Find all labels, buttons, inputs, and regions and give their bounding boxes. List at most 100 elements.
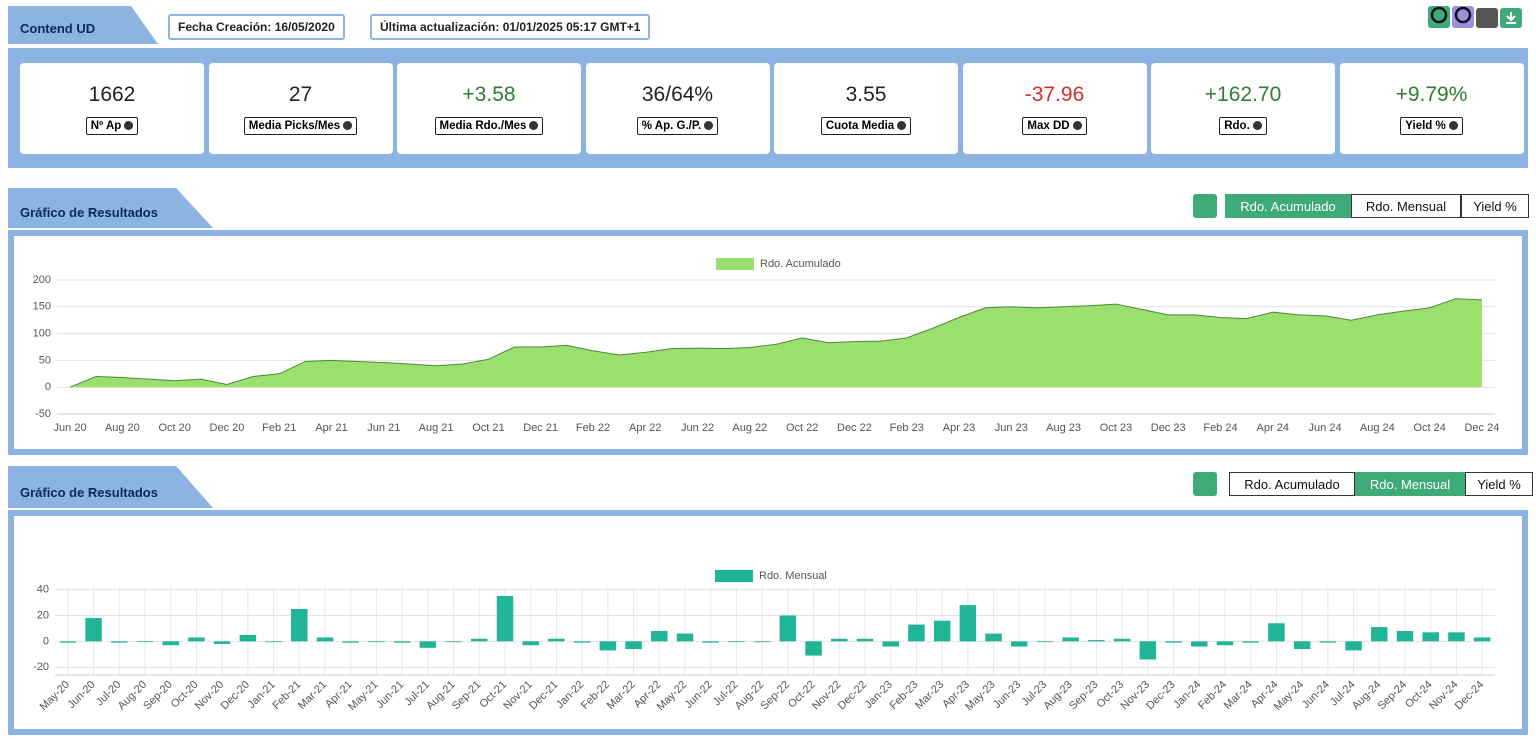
chart: -50 0 50 100 150 200 Jun 20 Aug 20 Oct 20 Dec 20 F… (33, 258, 1500, 434)
stat-label: Cuota Media (820, 117, 912, 135)
stat-label-wrap: Rdo. (1151, 107, 1335, 135)
info-icon[interactable] (1072, 121, 1082, 130)
y-tick-label: 20 (37, 609, 49, 621)
legend-label: Rdo. Acumulado (760, 258, 841, 270)
chart-toggle[interactable]: Rdo. Mensual (1351, 194, 1461, 218)
title-tab: Contend UD (8, 6, 158, 44)
bar (882, 641, 899, 647)
y-tick-label: 200 (33, 274, 51, 286)
bar (1036, 641, 1054, 643)
stat-label-wrap: Yield % (1340, 107, 1524, 135)
x-tick-label: Jun-20 (65, 679, 97, 711)
bar (805, 641, 822, 656)
stat-card: -37.96 Max DD (962, 63, 1147, 154)
bar (445, 641, 462, 643)
bar (548, 638, 565, 642)
x-tick-label: Aug 24 (1360, 422, 1395, 434)
y-tick-label: 0 (45, 381, 51, 393)
stat-card: +9.79% Yield % (1339, 63, 1524, 154)
bar (831, 638, 848, 642)
chart-toggle[interactable]: Rdo. Mensual (1355, 472, 1465, 496)
updated-date: Última actualización: 01/01/2025 05:17 G… (370, 14, 651, 40)
x-tick-label: Jun 22 (681, 422, 714, 434)
y-tick-label: -50 (35, 408, 51, 420)
y-tick-label: 40 (37, 583, 49, 595)
stat-label: Nº Ap (85, 117, 139, 135)
bar (1422, 632, 1439, 642)
icon[interactable] (1476, 8, 1498, 28)
info-icon[interactable] (897, 121, 907, 130)
info-icon[interactable] (1448, 121, 1458, 130)
area-line (69, 298, 1482, 388)
bar (959, 605, 977, 642)
x-tick-label: Feb 22 (576, 422, 610, 434)
x-tick-label: Sep-20 (141, 679, 175, 713)
info-icon[interactable] (1252, 121, 1262, 130)
bar (1448, 632, 1465, 642)
x-tick-label: Apr 23 (943, 422, 975, 434)
download-button[interactable] (1193, 194, 1217, 218)
info-icon[interactable] (704, 121, 714, 130)
x-tick-label: Sep-22 (758, 679, 792, 713)
bar (162, 641, 179, 646)
stat-label: Rdo. (1219, 117, 1267, 135)
info-icon[interactable] (343, 121, 353, 130)
info-icon[interactable] (124, 121, 134, 130)
icon-glyph (1454, 6, 1472, 24)
section-title: Gráfico de Resultados (20, 205, 158, 220)
x-tick-label: Aug 22 (732, 422, 767, 434)
bar (702, 641, 719, 643)
stat-card: 27 Media Picks/Mes (208, 63, 393, 154)
stat-value: -37.96 (1024, 83, 1085, 106)
bar (856, 638, 874, 642)
bar (1216, 641, 1234, 646)
stat-label-wrap: Max DD (963, 107, 1147, 135)
bar (753, 641, 771, 643)
stat-label: Media Picks/Mes (243, 117, 358, 135)
page-title: Contend UD (20, 21, 96, 36)
x-tick-label: Sep-23 (1067, 679, 1101, 713)
chart-toggle[interactable]: Yield % (1461, 194, 1529, 218)
bar (342, 641, 359, 643)
bar (1293, 641, 1311, 650)
download-button[interactable] (1193, 472, 1217, 496)
bar (1396, 631, 1414, 642)
stat-label: % Ap. G./P. (636, 117, 719, 135)
x-tick-label: Oct 20 (158, 422, 190, 434)
stat-card: +162.70 Rdo. (1151, 63, 1335, 154)
info-icon[interactable] (529, 121, 539, 130)
x-tick-label: Dec-22 (836, 679, 870, 713)
x-tick-label: Oct 23 (1100, 422, 1132, 434)
bar (985, 633, 1002, 642)
x-tick-label: Oct 21 (472, 422, 504, 434)
stat-label: Max DD (1022, 117, 1087, 135)
x-tick-label: Jun 24 (1309, 422, 1342, 434)
x-tick-label: Jun-22 (683, 679, 715, 711)
bar (85, 618, 102, 642)
chart-toggle[interactable]: Rdo. Acumulado (1229, 472, 1355, 496)
bar (188, 637, 205, 642)
x-tick-label: Mar-24 (1222, 679, 1255, 712)
stat-card: +3.58 Media Rdo./Mes (397, 63, 581, 154)
stat-value: 3.55 (845, 83, 887, 106)
chart-toggle[interactable]: Rdo. Acumulado (1225, 194, 1351, 218)
bar (522, 641, 539, 646)
section-tab: Gráfico de Resultados (8, 466, 213, 508)
x-tick-label: Dec 23 (1151, 422, 1186, 434)
bar (111, 641, 128, 643)
x-tick-label: Jun 23 (995, 422, 1028, 434)
stat-label-wrap: Cuota Media (774, 107, 958, 135)
x-tick-label: Dec 21 (523, 422, 558, 434)
bar (239, 634, 257, 642)
stat-label: Media Rdo./Mes (434, 117, 544, 135)
x-tick-label: Feb 24 (1203, 422, 1237, 434)
y-tick-label: 50 (39, 354, 51, 366)
chart-toggle[interactable]: Yield % (1465, 472, 1533, 496)
x-tick-label: Jun-21 (374, 679, 406, 711)
x-tick-label: Dec-23 (1144, 679, 1178, 713)
bar (316, 637, 334, 642)
x-tick-label: Sep-24 (1376, 679, 1410, 713)
x-tick-label: May-20 (38, 679, 72, 713)
bar (1371, 627, 1388, 642)
x-tick-label: Mar-22 (605, 679, 638, 712)
